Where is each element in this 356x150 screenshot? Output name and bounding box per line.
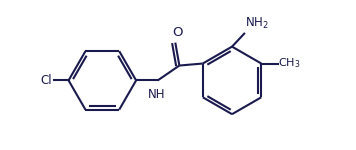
Text: Cl: Cl xyxy=(41,74,52,87)
Text: CH$_3$: CH$_3$ xyxy=(278,57,301,70)
Text: NH$_2$: NH$_2$ xyxy=(245,16,268,32)
Text: NH: NH xyxy=(148,88,165,101)
Text: O: O xyxy=(172,26,183,39)
